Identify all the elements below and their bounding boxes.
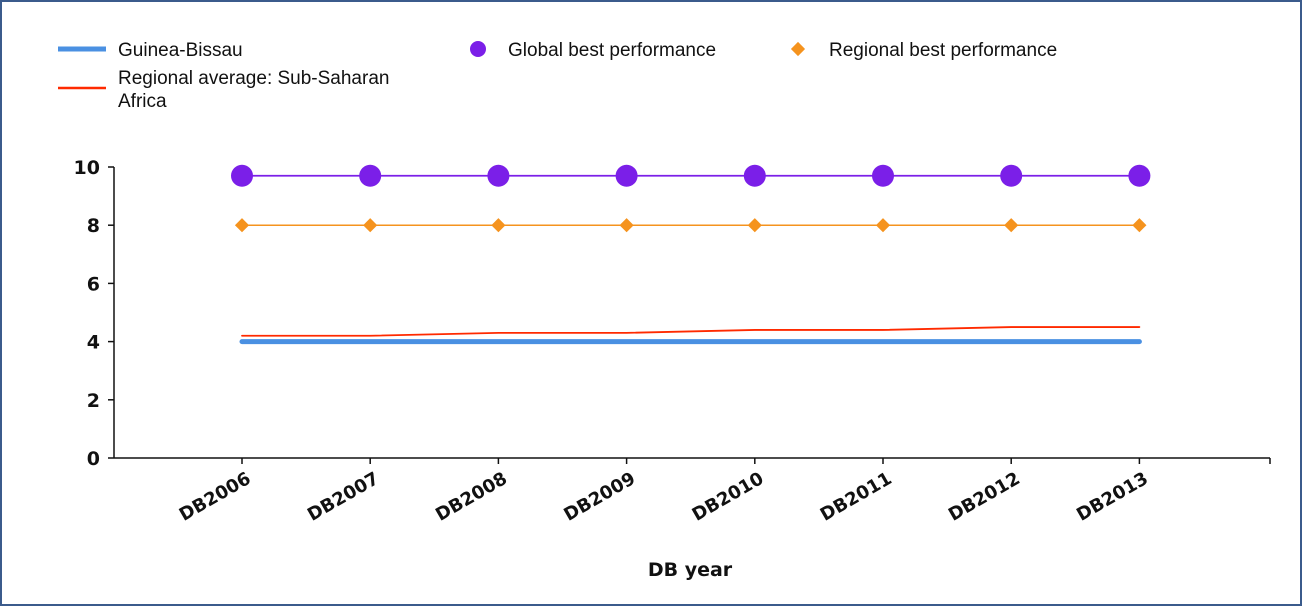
point-regional-best-performance — [1132, 218, 1147, 233]
point-regional-best-performance — [491, 218, 506, 233]
x-tick-label: DB2009 — [560, 468, 639, 526]
legend-label-guinea-bissau: Guinea-Bissau — [118, 40, 243, 61]
point-global-best-performance — [1128, 164, 1151, 187]
series-group — [231, 164, 1151, 345]
point-regional-best-performance — [363, 218, 378, 233]
legend-label-regional-average-line1: Regional average: Sub-Saharan — [118, 68, 389, 89]
point-global-best-performance — [231, 164, 253, 187]
point-global-best-performance — [615, 164, 638, 187]
x-tick-label: DB2007 — [304, 468, 383, 526]
point-global-best-performance — [1000, 164, 1023, 187]
y-tick-label: 4 — [87, 332, 100, 354]
y-tick-label: 2 — [87, 390, 100, 412]
legend-marker-regional-best — [790, 41, 806, 57]
x-tick-label: DB2006 — [176, 468, 255, 526]
x-tick-label: DB2013 — [1073, 468, 1152, 526]
point-regional-best-performance — [619, 218, 634, 233]
point-global-best-performance — [487, 164, 510, 187]
x-tick-label: DB2012 — [945, 468, 1024, 526]
legend-label-global-best: Global best performance — [508, 40, 716, 61]
point-global-best-performance — [743, 164, 766, 187]
x-tick-labels: DB2006 DB2007 DB2008 DB2009 DB2010 DB2011 DB20… — [176, 468, 1152, 526]
point-global-best-performance — [359, 164, 382, 187]
point-regional-best-performance — [1004, 218, 1019, 233]
x-tick-label: DB2011 — [817, 468, 896, 526]
y-tick-label: 8 — [87, 215, 100, 237]
x-tick-label: DB2008 — [432, 468, 511, 526]
point-global-best-performance — [872, 164, 894, 187]
series-line-regional-average-sub-saharan-africa — [241, 326, 1141, 337]
point-regional-best-performance — [875, 218, 891, 233]
axes: 0 2 4 6 8 10 — [74, 157, 1271, 470]
x-tick-label: DB2010 — [689, 468, 768, 526]
point-regional-best-performance — [234, 218, 250, 233]
y-tick-label: 6 — [87, 273, 100, 295]
y-tick-label: 0 — [87, 448, 100, 470]
x-axis-title: DB year — [648, 559, 733, 581]
legend-marker-global-best — [470, 41, 486, 57]
legend-label-regional-best: Regional best performance — [829, 40, 1057, 61]
legend: Guinea-Bissau Regional average: Sub-Saha… — [58, 40, 1057, 112]
legend-label-regional-average-line2: Africa — [118, 91, 167, 112]
point-regional-best-performance — [747, 218, 762, 233]
y-tick-label: 10 — [74, 157, 100, 179]
